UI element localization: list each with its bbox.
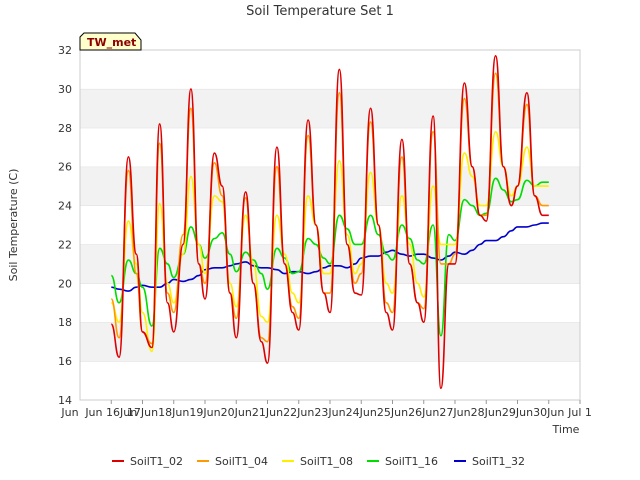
grid-band xyxy=(80,283,580,323)
grid-band xyxy=(80,50,580,89)
x-tick-label: 24Jun xyxy=(346,406,377,419)
y-tick-label: 20 xyxy=(58,277,72,290)
legend-label: SoilT1_32 xyxy=(472,455,525,468)
chart-title: Soil Temperature Set 1 xyxy=(246,4,394,19)
x-tick-label: 26Jun xyxy=(408,406,439,419)
x-tick-label: 29Jun xyxy=(502,406,533,419)
series-line-soilt1-02 xyxy=(110,55,550,390)
y-tick-label: 18 xyxy=(58,316,72,329)
legend-label: SoilT1_16 xyxy=(385,455,438,468)
x-tick-label: 19Jun xyxy=(189,406,220,419)
y-tick-label: 24 xyxy=(58,200,72,213)
series-layer xyxy=(110,55,550,390)
x-tick-label: Jul 1 xyxy=(567,406,592,419)
legend-item: SoilT1_16 xyxy=(367,455,438,468)
x-tick-label: 23Jun xyxy=(314,406,345,419)
y-tick-label: 26 xyxy=(58,161,72,174)
x-tick-label: 27Jun xyxy=(439,406,470,419)
y-tick-label: 30 xyxy=(58,83,72,96)
x-axis-label: Time xyxy=(552,423,580,436)
x-tick-label: 17Jun xyxy=(127,406,158,419)
x-tick-label: 28Jun xyxy=(471,406,502,419)
y-axis: 14 16 18 20 22 24 26 28 30 32 xyxy=(58,44,72,407)
x-tick-label: 20Jun xyxy=(221,406,252,419)
station-badge: TW_met xyxy=(79,32,142,51)
grid-bands xyxy=(80,49,580,400)
x-tick-label: Jun 16Jun xyxy=(84,406,137,419)
legend-item: SoilT1_04 xyxy=(197,455,268,468)
x-tick-label: 30Jun xyxy=(533,406,564,419)
legend-label: SoilT1_08 xyxy=(300,455,353,468)
x-tick-label: 18Jun xyxy=(158,406,189,419)
station-badge-label: TW_met xyxy=(87,36,136,49)
grid-band xyxy=(80,127,580,167)
legend-item: SoilT1_32 xyxy=(454,455,525,468)
y-axis-label: Soil Temperature (C) xyxy=(7,169,20,282)
y-tick-label: 14 xyxy=(58,394,72,407)
x-tick-label: Jun xyxy=(60,406,78,419)
legend-label: SoilT1_04 xyxy=(215,455,268,468)
grid-band xyxy=(80,322,580,362)
legend-item: SoilT1_08 xyxy=(282,455,353,468)
x-tick-label: 21Jun xyxy=(252,406,283,419)
legend: SoilT1_02 SoilT1_04 SoilT1_08 SoilT1_16 Soil… xyxy=(112,455,525,468)
x-tick-label: 22Jun xyxy=(283,406,314,419)
y-tick-label: 28 xyxy=(58,122,72,135)
grid-band xyxy=(80,88,580,128)
legend-label: SoilT1_02 xyxy=(130,455,183,468)
y-tick-label: 16 xyxy=(58,355,72,368)
legend-item: SoilT1_02 xyxy=(112,455,183,468)
grid-band xyxy=(80,361,580,400)
y-tick-label: 22 xyxy=(58,238,72,251)
x-tick-label: 25Jun xyxy=(377,406,408,419)
y-tick-label: 32 xyxy=(58,44,72,57)
